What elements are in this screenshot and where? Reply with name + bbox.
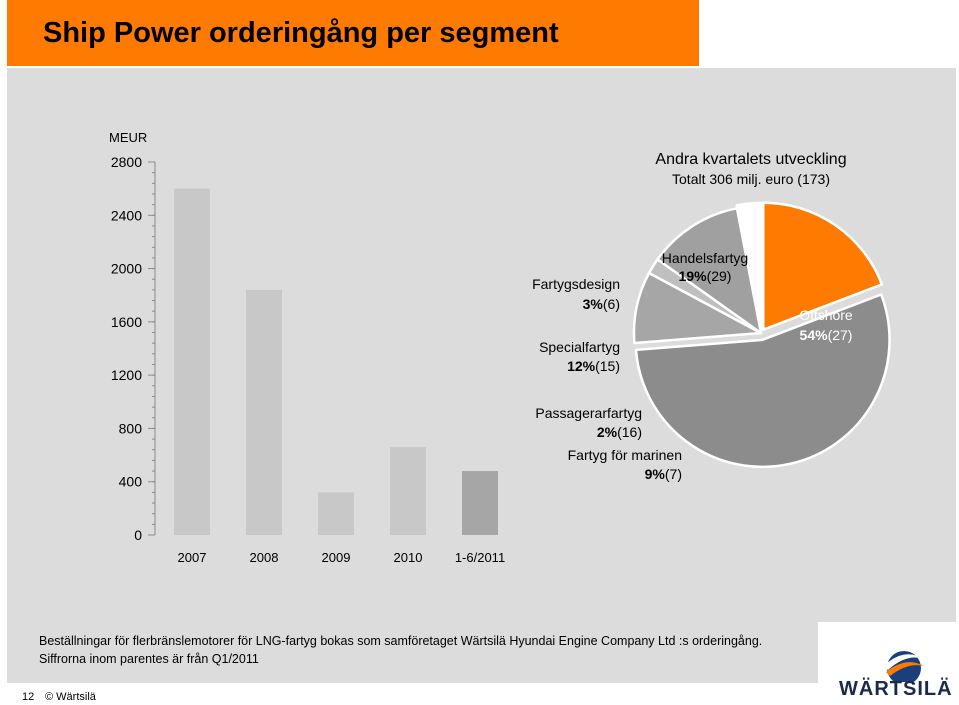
copyright: © Wärtsilä (45, 691, 96, 703)
slice-label-value: 3%(6) (583, 296, 620, 312)
bar-chart: 0 400 800 1200 1600 2000 2400 2800 MEUR 2007 2008 2… (109, 130, 505, 565)
slice-prev: (7) (665, 466, 682, 482)
y-tick-label: 400 (119, 474, 143, 490)
slice-label-name: Fartygsdesign (532, 276, 620, 292)
slice-label-name: Fartyg för marinen (568, 447, 682, 463)
slice-pct: 54% (800, 327, 829, 343)
slice-pct: 19% (679, 268, 708, 284)
wartsila-logo: WÄRTSILÄ (818, 622, 959, 705)
slice-prev: (15) (595, 358, 620, 374)
slice-label-value: 9%(7) (645, 466, 682, 482)
y-unit-label: MEUR (109, 130, 147, 145)
y-tick-label: 800 (119, 420, 143, 436)
slice-label-name: Passagerarfartyg (535, 405, 642, 421)
bar-1-6/2011 (462, 471, 498, 535)
bar-2009 (318, 492, 354, 535)
logo-mark-icon (884, 651, 926, 682)
slice-prev: (16) (617, 424, 642, 440)
slice-pct: 12% (567, 358, 596, 374)
slice-pct: 2% (597, 424, 618, 440)
x-tick-label: 2008 (250, 550, 279, 565)
slice-prev: (6) (603, 296, 620, 312)
x-tick-label: 2009 (322, 550, 351, 565)
note-line-1: Beställningar för flerbränslemotorer för… (39, 634, 763, 648)
x-tick-label: 1-6/2011 (455, 550, 505, 565)
slice-label-value: 19%(29) (679, 268, 732, 284)
pie-slice-offshore (634, 293, 891, 469)
title-bar: Ship Power orderingång per segment (7, 0, 699, 66)
y-tick-label: 2400 (111, 207, 142, 223)
bar-2008 (246, 289, 282, 535)
logo-text: WÄRTSILÄ (839, 678, 953, 700)
x-tick-label: 2010 (394, 550, 423, 565)
slice-label-value: 12%(15) (567, 358, 620, 374)
bar-2007 (174, 188, 210, 535)
slice-label-name: Offshore (799, 307, 853, 323)
y-tick-label: 0 (134, 527, 142, 543)
x-tick-label: 2007 (178, 550, 207, 565)
slice-pct: 9% (645, 466, 666, 482)
pie-subtitle: Totalt 306 milj. euro (173) (672, 171, 830, 187)
bar-2010 (390, 447, 426, 535)
slice-prev: (27) (828, 327, 853, 343)
y-tick-label: 2800 (111, 154, 142, 170)
slice-prev: (29) (707, 268, 732, 284)
pie-title: Andra kvartalets utveckling (655, 151, 846, 168)
slice-label-name: Handelsfartyg (662, 250, 748, 266)
slice-label-name: Specialfartyg (539, 339, 620, 355)
slice-label-value: 2%(16) (597, 424, 642, 440)
y-tick-label: 1600 (111, 314, 142, 330)
pie-slice-handelsfartyg (762, 201, 884, 331)
pie-chart: Andra kvartalets utveckling Totalt 306 mi… (532, 151, 891, 482)
page-number: 12 (22, 691, 35, 703)
pie-slice-specialfartyg (656, 207, 763, 335)
page-title: Ship Power orderingång per segment (43, 17, 559, 49)
slice-pct: 3% (583, 296, 604, 312)
y-tick-label: 2000 (111, 261, 142, 277)
y-tick-label: 1200 (111, 367, 142, 383)
note-line-2: Siffrorna inom parentes är från Q1/2011 (39, 652, 259, 666)
pie-slice-fartygsdesign (735, 201, 762, 332)
slice-label-value: 54%(27) (800, 327, 853, 343)
